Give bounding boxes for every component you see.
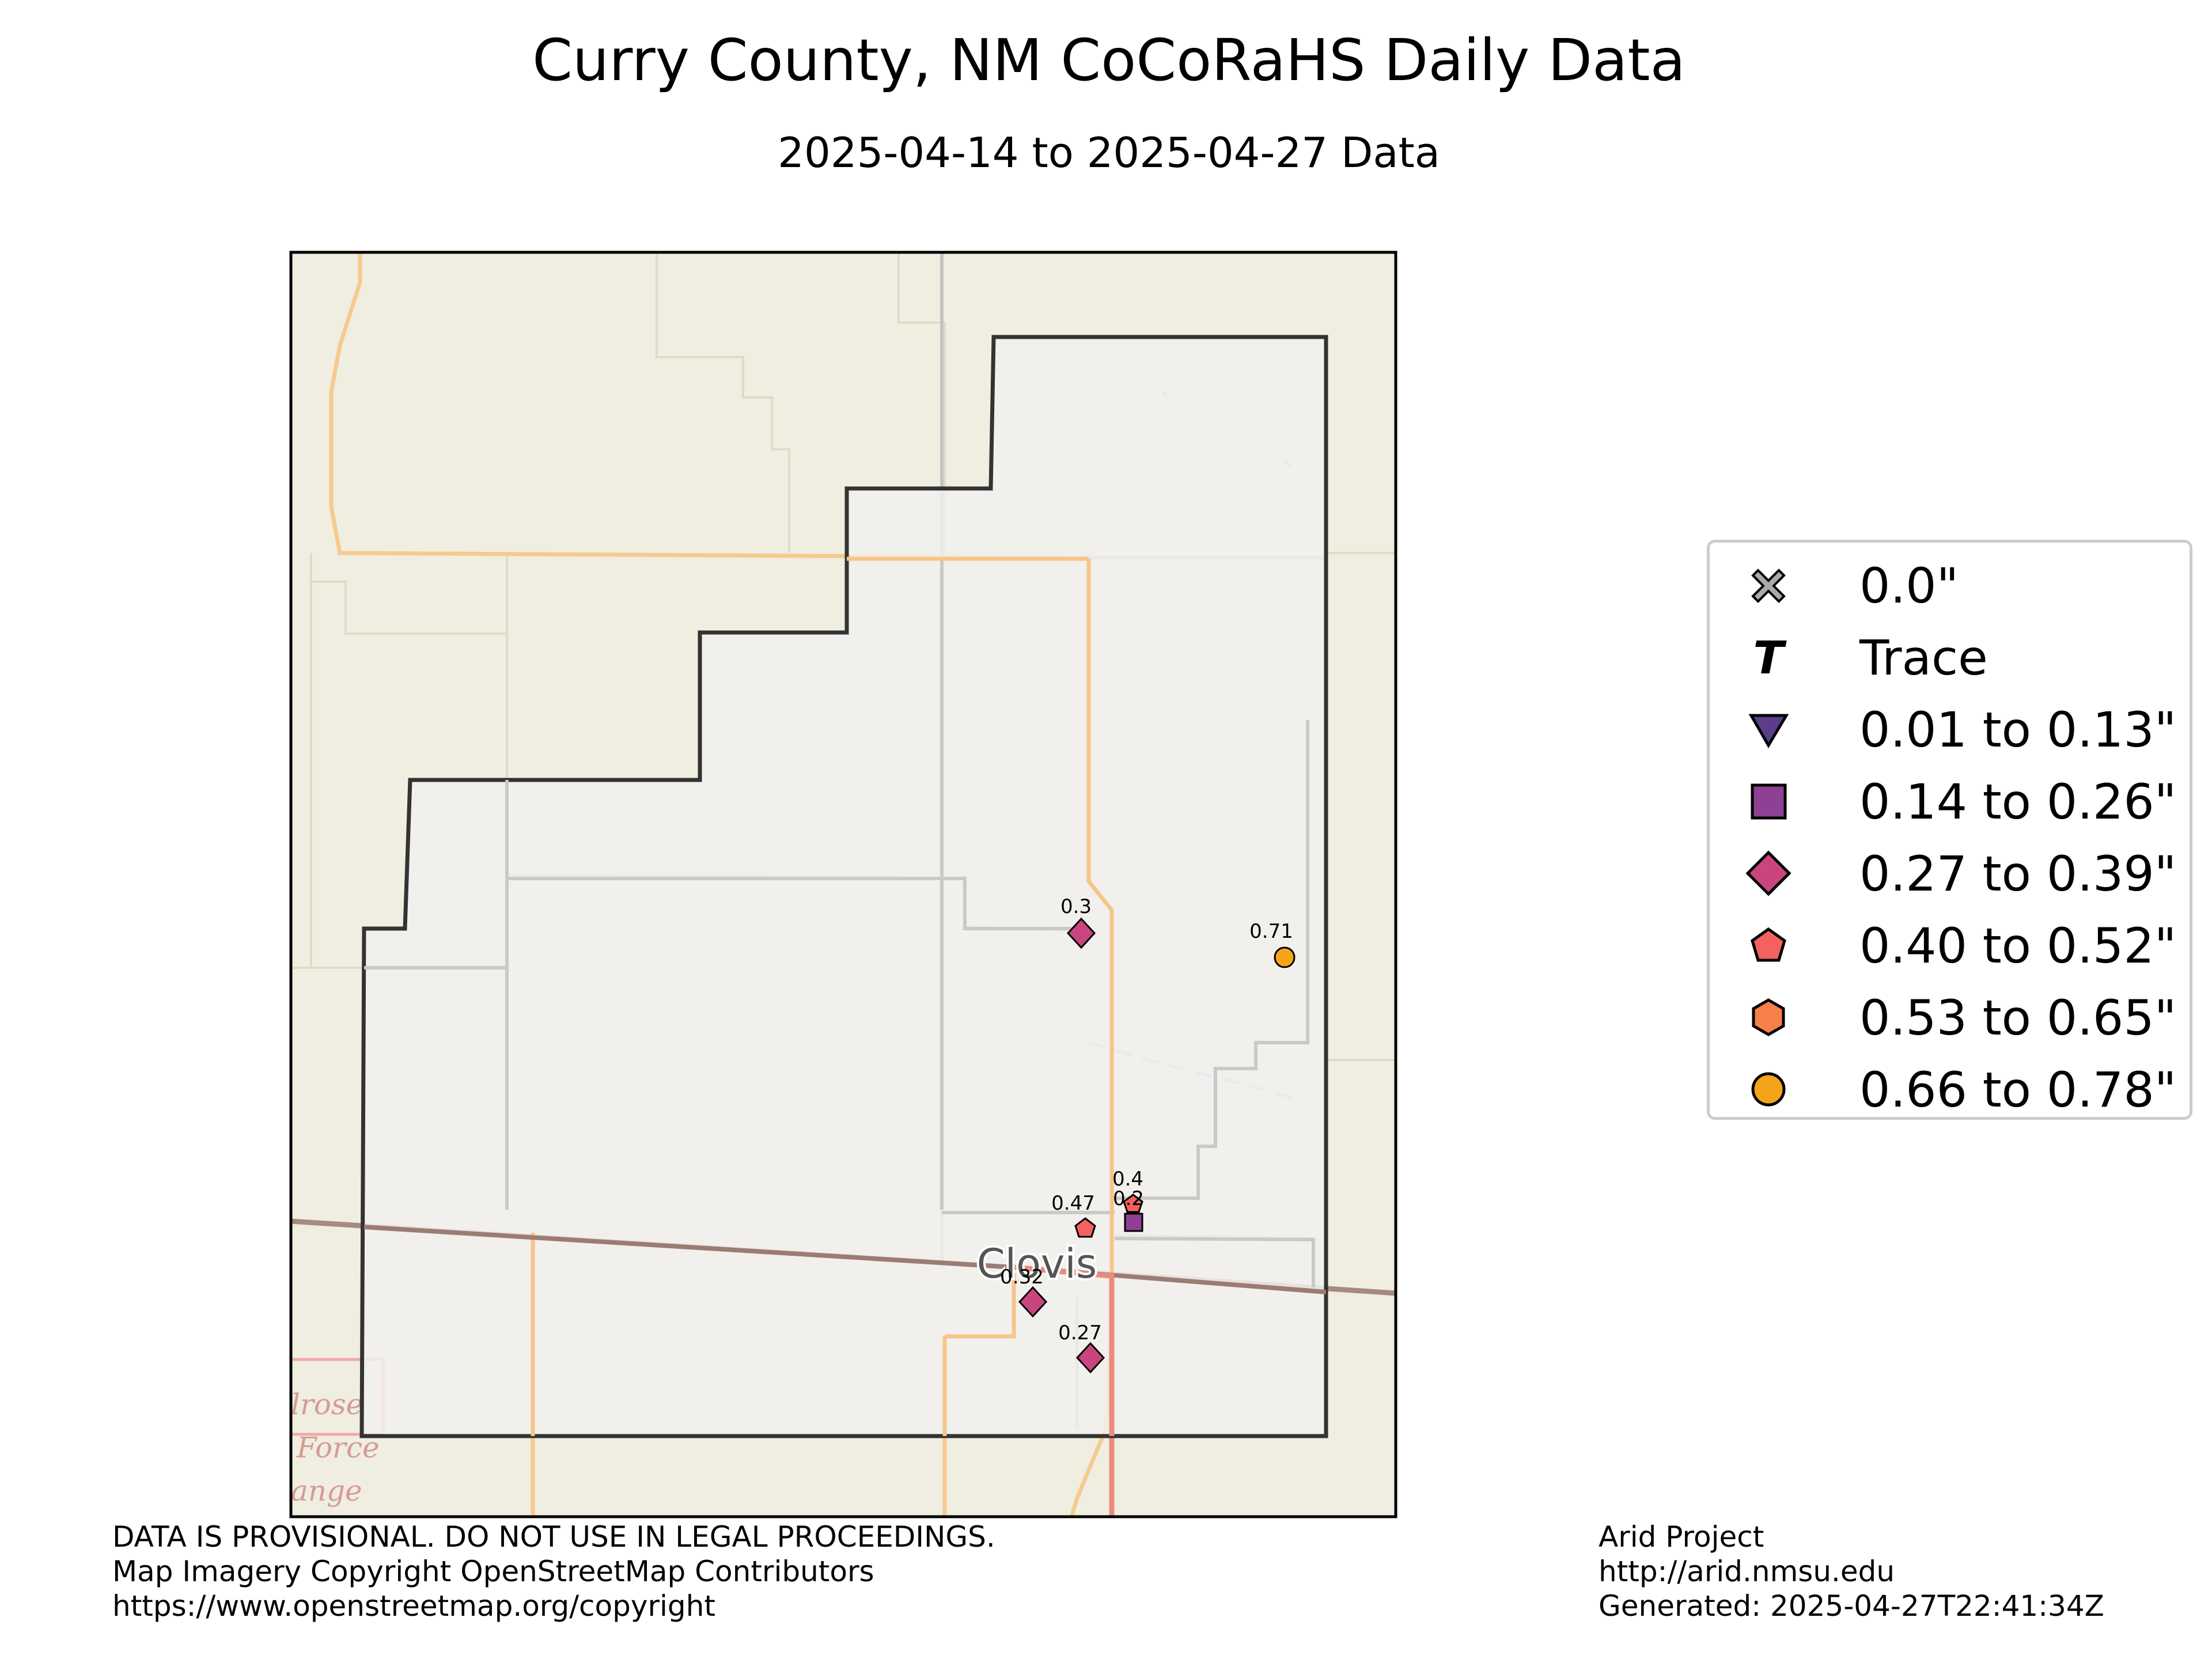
square-icon — [1751, 783, 1787, 820]
chart-subtitle: 2025-04-14 to 2025-04-27 Data — [778, 128, 1440, 177]
footer-link[interactable]: https://www.openstreetmap.org/copyright — [112, 1589, 715, 1623]
legend-marker-0 — [1751, 569, 1786, 603]
map-frame — [289, 251, 1397, 1518]
station-layer: 0.3 0.71 0.4 0.2 0.47 0.32 0.27 — [1000, 895, 1296, 1374]
legend-marker-7 — [1751, 1072, 1786, 1107]
station-6-marker — [1018, 1286, 1048, 1318]
legend-marker-4 — [1745, 850, 1791, 896]
station-7-marker — [1075, 1342, 1105, 1374]
legend-marker-5 — [1751, 927, 1786, 962]
legend-label: 0.53 to 0.65" — [1859, 990, 2177, 1046]
legend-label: 0.0" — [1859, 558, 1959, 614]
footer-line: Generated: 2025-04-27T22:41:34Z — [1599, 1589, 2104, 1623]
station-4: 0.2 — [1113, 1187, 1144, 1232]
station-7: 0.27 — [1058, 1321, 1105, 1374]
station-3: 0.4 — [1112, 1168, 1143, 1213]
legend-marker-2 — [1748, 714, 1789, 748]
chart-title: Curry County, NM CoCoRaHS Daily Data — [532, 26, 1685, 94]
basemap: Clovis lrose Force ange Clovis — [291, 252, 1396, 1517]
triangle-down-icon — [1748, 714, 1789, 748]
legend-marker-3 — [1751, 783, 1787, 820]
legend-item-range-4: 0.40 to 0.52" — [1710, 911, 2190, 980]
station-2-label: 0.71 — [1249, 920, 1293, 943]
county-place-label: Clovis — [977, 1240, 1097, 1287]
footer-disclaimer: DATA IS PROVISIONAL. DO NOT USE IN LEGAL… — [112, 1520, 995, 1623]
county-roads — [364, 558, 1315, 1287]
footer-line: Arid Project — [1599, 1520, 1764, 1554]
station-4-label: 0.2 — [1113, 1187, 1144, 1210]
legend-marker-1: T — [1753, 633, 1787, 682]
station-3-marker — [1123, 1194, 1143, 1213]
x-mark-icon — [1751, 569, 1786, 603]
legend-item-range-1: 0.01 to 0.13" — [1710, 695, 2190, 764]
legend-item-range-6: 0.66 to 0.78" — [1710, 1055, 2190, 1124]
legend-item-range-3: 0.27 to 0.39" — [1710, 839, 2190, 908]
station-5-marker — [1074, 1217, 1096, 1238]
circle-icon — [1751, 1072, 1786, 1107]
station-5-label: 0.47 — [1051, 1192, 1095, 1215]
footer-line: Map Imagery Copyright OpenStreetMap Cont… — [112, 1555, 874, 1588]
legend-label: 0.27 to 0.39" — [1859, 846, 2177, 902]
station-6-label: 0.32 — [1000, 1266, 1044, 1289]
station-2: 0.71 — [1249, 920, 1296, 968]
station-1-label: 0.3 — [1060, 895, 1092, 918]
legend-label: 0.40 to 0.52" — [1859, 918, 2177, 974]
hexagon-icon — [1752, 998, 1785, 1036]
station-4-marker — [1124, 1213, 1143, 1232]
legend-label: Trace — [1859, 630, 1988, 686]
station-1-marker — [1066, 917, 1096, 949]
station-1: 0.3 — [1060, 895, 1096, 949]
diamond-icon — [1745, 850, 1791, 896]
county-main-street — [1013, 1264, 1115, 1436]
legend-marker-6 — [1752, 998, 1785, 1036]
legend-label: 0.14 to 0.26" — [1859, 774, 2177, 830]
legend-item-zero: 0.0" — [1710, 551, 2190, 620]
station-5: 0.47 — [1051, 1192, 1096, 1238]
legend-item-range-2: 0.14 to 0.26" — [1710, 767, 2190, 836]
station-2-marker — [1274, 946, 1296, 968]
station-3-label: 0.4 — [1112, 1168, 1143, 1191]
county-boundary — [359, 335, 1328, 1438]
footer-credits: Arid Project http://arid.nmsu.edu Genera… — [1599, 1520, 2104, 1623]
pentagon-icon — [1751, 927, 1786, 962]
station-6: 0.32 — [1000, 1266, 1048, 1318]
legend-item-trace: T Trace — [1710, 623, 2190, 692]
legend: 0.0" T Trace 0.01 to 0.13" 0.14 to 0.26"… — [1707, 540, 2192, 1120]
station-7-label: 0.27 — [1058, 1321, 1102, 1344]
basemap-partial-label-1: lrose — [291, 1388, 363, 1421]
legend-label: 0.01 to 0.13" — [1859, 702, 2177, 758]
legend-label: 0.66 to 0.78" — [1859, 1062, 2177, 1118]
basemap-partial-label-3: ange — [291, 1474, 362, 1508]
legend-item-range-5: 0.53 to 0.65" — [1710, 983, 2190, 1052]
county-highways — [531, 556, 1114, 1436]
footer-link[interactable]: http://arid.nmsu.edu — [1599, 1555, 1895, 1588]
footer-line: DATA IS PROVISIONAL. DO NOT USE IN LEGAL… — [112, 1520, 995, 1554]
t-letter-icon: T — [1753, 633, 1787, 682]
